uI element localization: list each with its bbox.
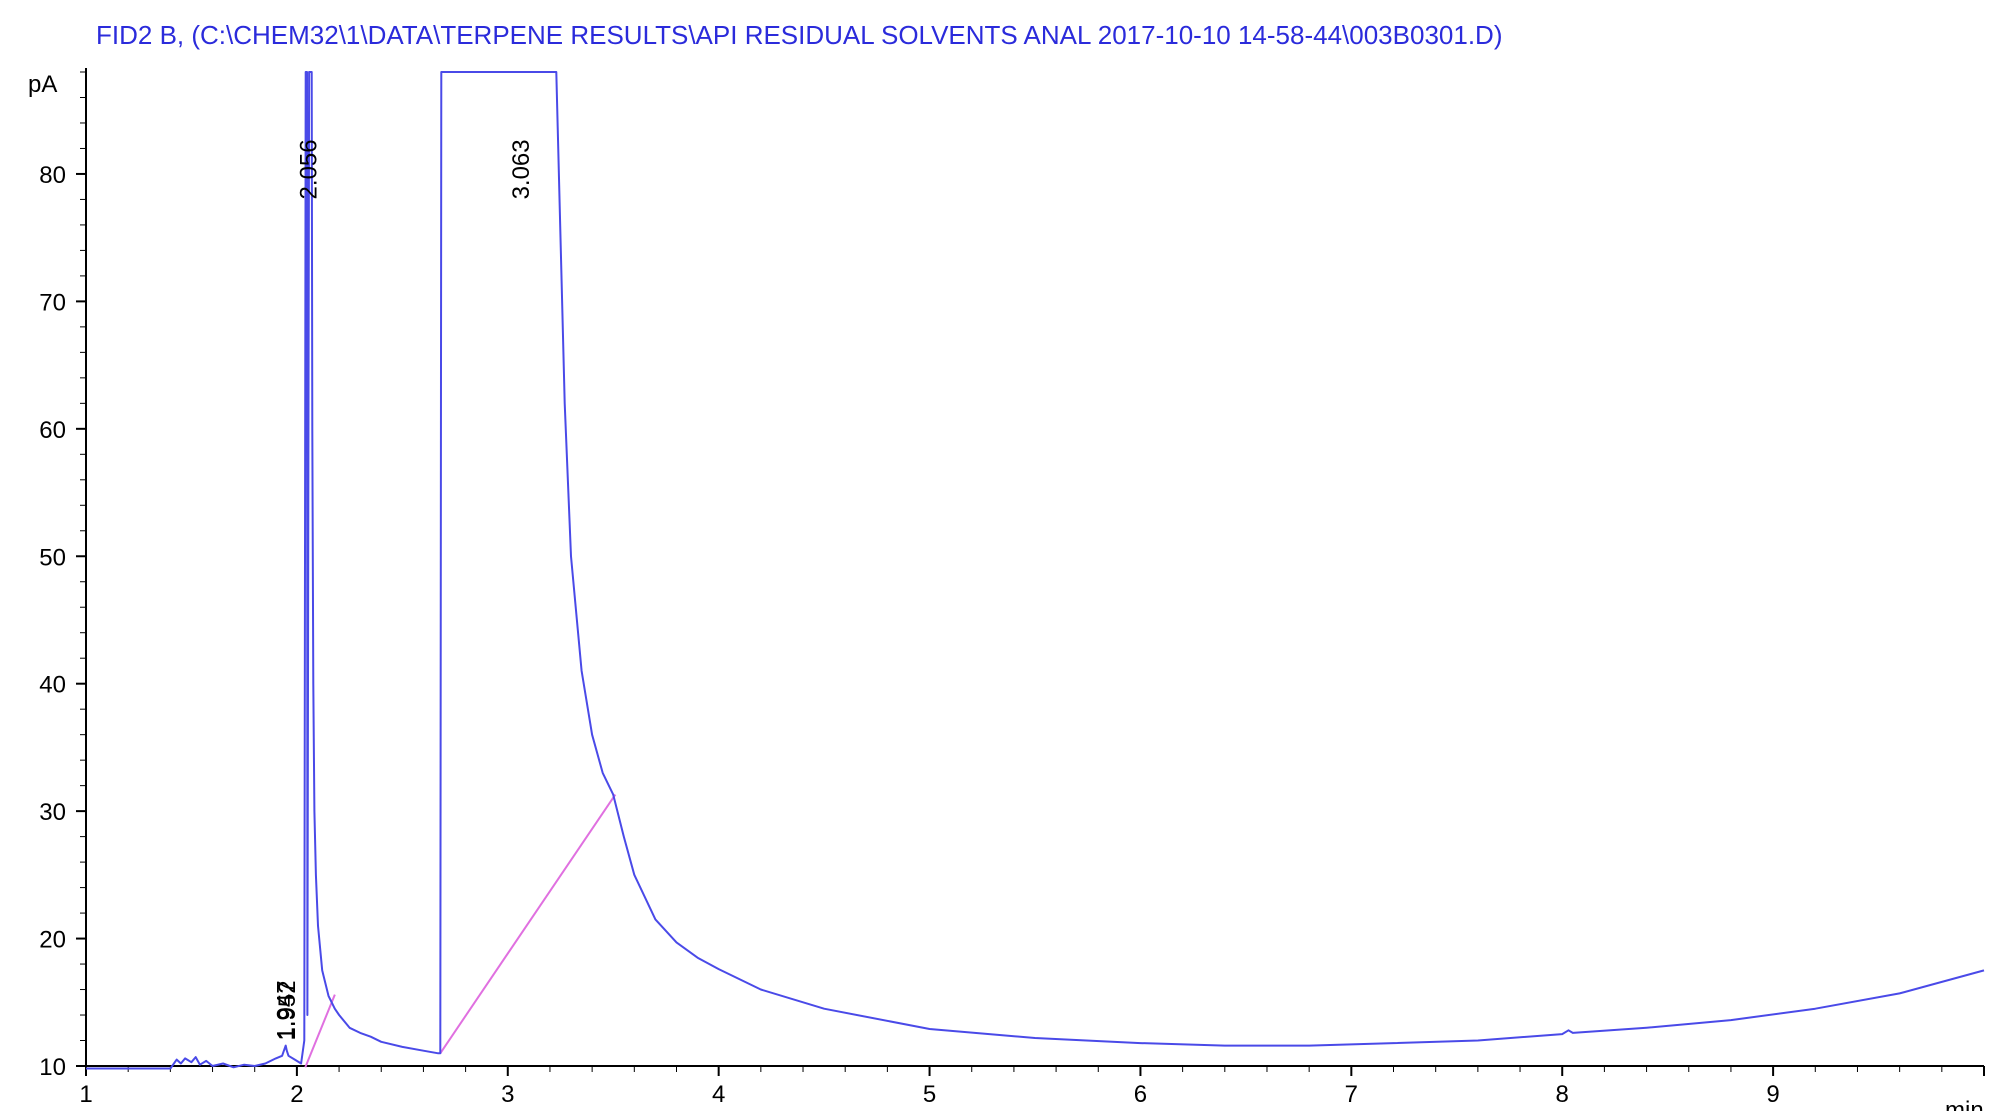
y-axis-label: pA (28, 71, 57, 98)
x-tick-label: 4 (712, 1081, 725, 1108)
peak-label: 2.056 (296, 139, 323, 199)
x-tick-label: 7 (1345, 1081, 1358, 1108)
y-tick-label: 70 (39, 289, 66, 316)
x-tick-label: 2 (290, 1081, 303, 1108)
axes-layer: 10 20 30 40 50 60 70 80 1 2 3 4 5 6 7 8 9 (39, 68, 1985, 1108)
peak-label: 1.952 (274, 980, 301, 1040)
y-tick-label: 80 (39, 162, 66, 189)
x-tick-label: 6 (1134, 1081, 1147, 1108)
peak-label: 1.947 (273, 980, 300, 1040)
y-tick-label: 20 (39, 927, 66, 954)
x-tick-label: 9 (1766, 1081, 1779, 1108)
peak-label: 3.063 (508, 139, 535, 199)
y-tick-label: 40 (39, 672, 66, 699)
y-tick-label: 10 (39, 1054, 66, 1081)
x-tick-label: 8 (1556, 1081, 1569, 1108)
y-tick-label: 50 (39, 544, 66, 571)
signal-trace (86, 71, 1985, 1070)
y-tick-label: 60 (39, 417, 66, 444)
plot-layer (86, 71, 1985, 1070)
x-tick-label: 1 (79, 1081, 92, 1108)
integration-baseline (304, 994, 336, 1068)
integration-baseline (439, 794, 617, 1054)
x-tick-label: 5 (923, 1081, 936, 1108)
chart-title: FID2 B, (C:\CHEM32\1\DATA\TERPENE RESULT… (96, 20, 1502, 50)
y-tick-label: 30 (39, 799, 66, 826)
x-tick-label: 3 (501, 1081, 514, 1108)
x-axis-label: min (1945, 1097, 1984, 1111)
